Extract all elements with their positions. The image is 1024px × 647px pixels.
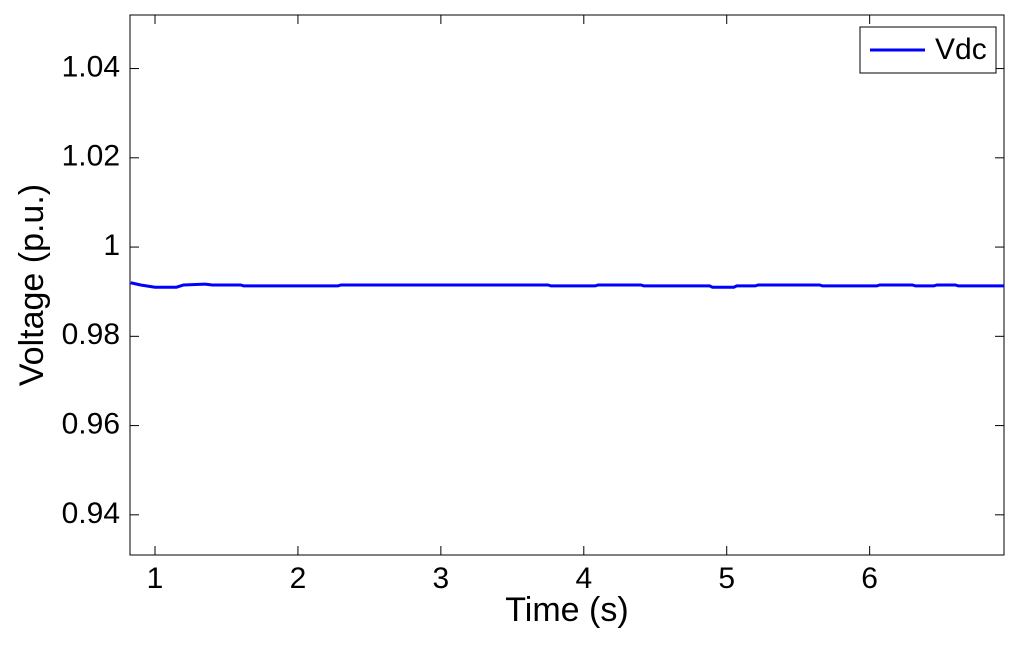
x-tick-label: 4	[575, 562, 592, 595]
y-tick-label: 1.02	[62, 140, 120, 173]
y-tick-label: 1	[103, 229, 120, 262]
y-tick-label: 0.94	[62, 497, 120, 530]
x-tick-label: 1	[147, 562, 164, 595]
x-tick-label: 3	[433, 562, 450, 595]
x-tick-label: 2	[290, 562, 307, 595]
data-line	[130, 281, 1004, 289]
x-axis-label: Time (s)	[505, 591, 628, 629]
y-tick-label: 0.98	[62, 318, 120, 351]
y-tick-label: 1.04	[62, 50, 120, 83]
y-axis-label: Voltage (p.u.)	[13, 184, 51, 386]
x-tick-label: 6	[861, 562, 878, 595]
y-tick-label: 0.96	[62, 408, 120, 441]
x-tick-label: 5	[718, 562, 735, 595]
legend-label: Vdc	[935, 33, 987, 66]
